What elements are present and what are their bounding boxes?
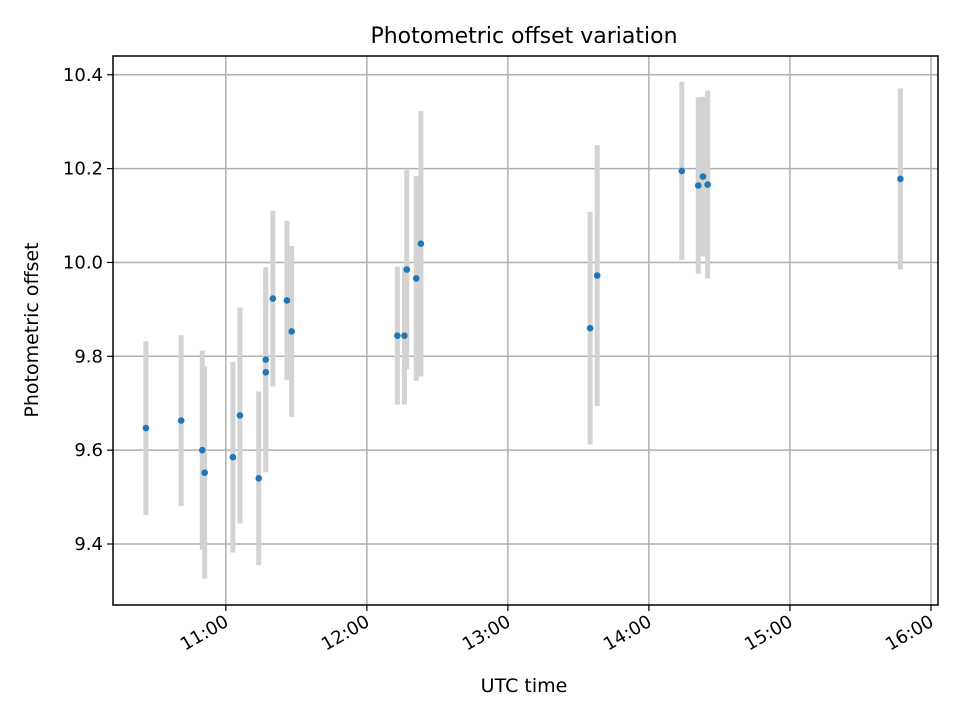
x-tick-label: 14:00 (600, 611, 655, 655)
data-point (199, 446, 206, 454)
y-axis-title: Photometric offset (21, 242, 43, 417)
data-point (262, 356, 270, 363)
data-point (255, 475, 263, 482)
data-point (417, 240, 425, 247)
chart-title: Photometric offset variation (370, 24, 677, 49)
data-points (142, 167, 904, 482)
x-tick-label: 16:00 (882, 611, 937, 655)
data-point (403, 266, 411, 273)
plot-frame (112, 55, 939, 606)
data-point (699, 173, 707, 180)
y-tick-label: 9.4 (74, 534, 103, 555)
data-point (394, 332, 401, 339)
data-point (288, 328, 295, 335)
error-bars (143, 81, 903, 579)
y-tick-label: 9.8 (74, 346, 103, 367)
data-point (201, 469, 208, 476)
data-point (412, 275, 420, 282)
data-point (262, 368, 270, 376)
data-point (177, 417, 185, 424)
data-point (897, 175, 904, 183)
grid (113, 56, 938, 605)
data-point (401, 332, 408, 339)
data-point (229, 453, 237, 461)
data-point (283, 297, 291, 304)
x-axis-title: UTC time (481, 675, 568, 697)
data-point (694, 182, 702, 189)
data-point (269, 295, 277, 302)
y-tick-label: 10.4 (63, 65, 103, 86)
data-point (586, 324, 594, 332)
data-point (678, 167, 686, 175)
data-point (142, 424, 150, 432)
x-tick-label: 11:00 (177, 611, 232, 655)
y-tick-label: 10.2 (63, 159, 103, 180)
x-tick-label: 12:00 (318, 611, 373, 655)
axis-ticks: 11:00 12:00 13:00 14:00 15:00 16:00 9.4 9.6 9.8 1… (63, 65, 938, 655)
data-point (704, 181, 711, 188)
y-tick-label: 10.0 (63, 252, 103, 273)
x-tick-label: 13:00 (459, 611, 514, 655)
data-point (236, 412, 244, 419)
x-tick-label: 15:00 (741, 611, 796, 655)
y-tick-label: 9.6 (74, 440, 103, 461)
data-point (593, 272, 601, 279)
